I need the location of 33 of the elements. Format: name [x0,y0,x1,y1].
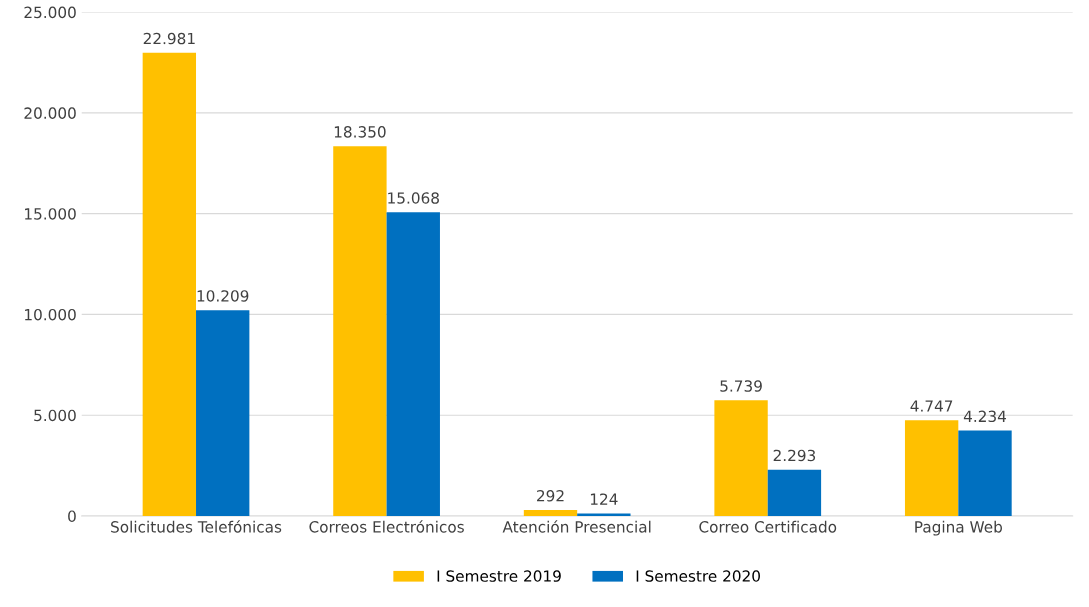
legend-label: I Semestre 2019 [437,570,561,582]
x-tick-label: Solicitudes Telefónicas [111,520,282,533]
data-label: 124 [590,493,618,505]
x-tick-label: Atención Presencial [502,520,651,533]
x-tick-label: Correo Certificado [699,520,837,533]
bar [386,212,440,516]
x-tick-label: Correos Electrónicos [309,520,464,533]
bar [767,469,822,516]
bar [142,52,197,516]
bar [904,420,959,516]
bar [523,510,578,516]
y-tick-label: 5.000 [34,409,76,422]
y-tick-label: 20.000 [24,107,76,119]
y-tick-label: 25.000 [24,6,76,19]
bar [577,513,631,516]
legend-label: I Semestre 2020 [636,570,760,582]
y-tick-label: 10.000 [25,308,76,321]
y-tick-label: 0 [68,510,76,522]
data-label: 22.981 [143,32,195,45]
x-tick-label: Pagina Web [915,520,1002,536]
data-label: 4.234 [963,410,1007,423]
data-label: 4.747 [910,400,953,412]
bar [333,146,387,516]
bar [714,400,768,516]
data-label: 10.209 [197,290,249,302]
bar [196,310,250,516]
y-tick-label: 15.000 [25,208,76,220]
data-label: 292 [537,489,564,502]
bar [958,430,1012,516]
data-label: 5.739 [720,380,762,392]
data-label: 18.350 [334,126,386,138]
data-label: 15.068 [388,192,439,204]
data-label: 2.293 [773,449,816,462]
